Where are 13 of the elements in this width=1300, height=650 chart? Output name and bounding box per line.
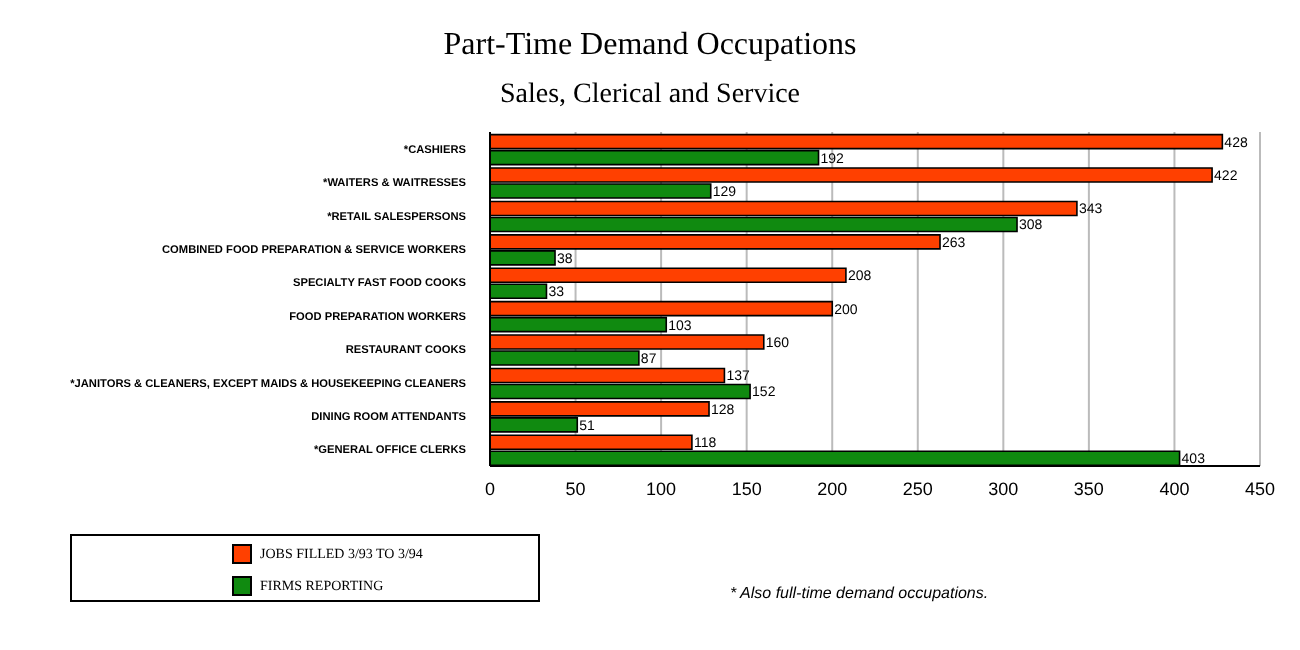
x-tick-label: 200: [817, 478, 848, 499]
x-tick-label: 400: [1159, 478, 1190, 499]
x-tick-label: 150: [731, 478, 762, 499]
x-tick-label: 100: [646, 478, 677, 499]
chart-subtitle: Sales, Clerical and Service: [497, 80, 803, 112]
x-tick-label: 50: [565, 478, 586, 499]
text: * Also full-time demand occupations.: [730, 584, 989, 602]
x-tick-label: 250: [902, 478, 933, 499]
chart-title: Part-Time Demand Occupations: [441, 28, 859, 64]
x-tick-label: 450: [1244, 478, 1276, 499]
x-tick-label: 300: [988, 478, 1019, 499]
x-tick-label: 0: [484, 478, 496, 499]
x-tick-label: 350: [1073, 478, 1104, 499]
